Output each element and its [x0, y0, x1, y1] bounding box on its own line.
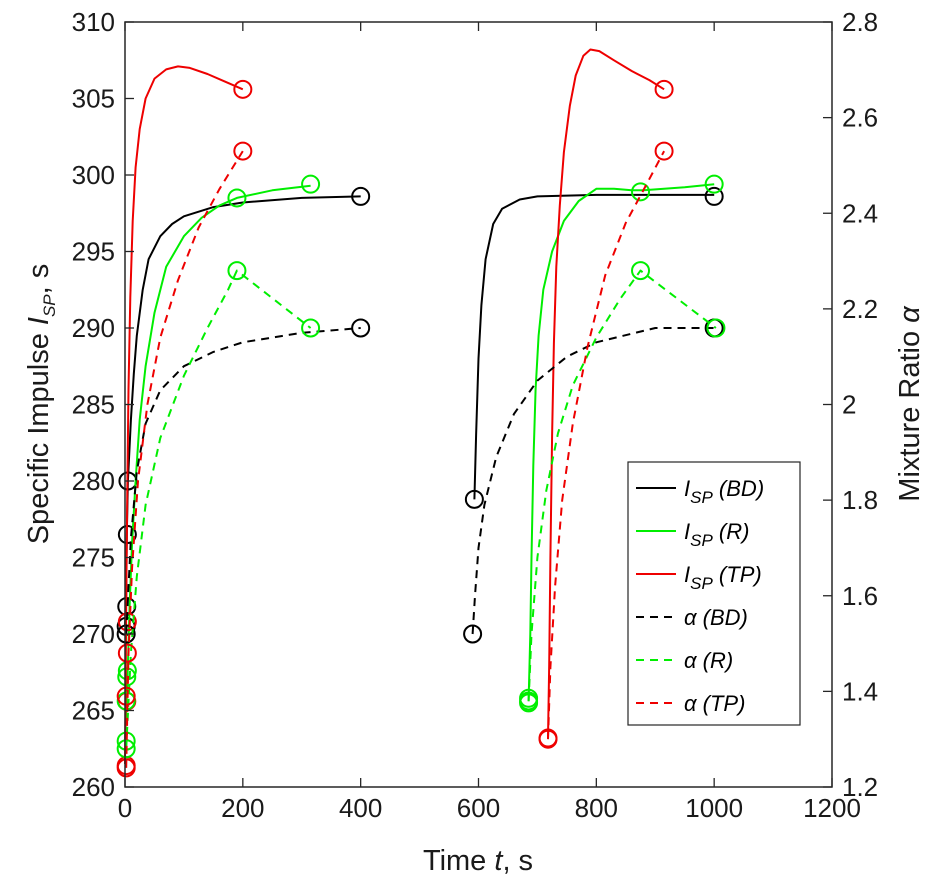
data-point-isp-r [301, 174, 321, 194]
y-left-tick-label: 275 [72, 543, 115, 573]
data-point-tp [654, 141, 674, 161]
legend-label-isp-tp: ISP (TP) [684, 562, 762, 593]
y-left-tick-label: 260 [72, 772, 115, 802]
data-point-isp-bd [464, 489, 484, 509]
data-point-tp [117, 643, 137, 663]
x-tick-label: 800 [575, 793, 618, 823]
data-point-r [116, 691, 136, 711]
legend-label-bd: α (BD) [684, 605, 748, 630]
data-point-isp-bd [351, 186, 371, 206]
axis-ticks: 0 200 400 600 800 1000 1200 260 265 270 275 280 285 2… [72, 7, 879, 823]
y-left-tick-label: 270 [72, 619, 115, 649]
y-left-tick-label: 295 [72, 237, 115, 267]
y-right-tick-label: 2 [842, 390, 856, 420]
series-line-bd [471, 327, 715, 635]
data-point-isp-r [704, 174, 724, 194]
x-tick-label: 400 [339, 793, 382, 823]
series-line-r [527, 269, 717, 701]
data-point-tp [538, 729, 558, 749]
y-right-tick-label: 1.2 [842, 772, 878, 802]
data-point-bd [116, 624, 136, 644]
data-point-tp [116, 758, 136, 778]
data-point-r [227, 261, 247, 281]
legend-label-tp: α (TP) [684, 691, 745, 716]
data-point-tp [233, 141, 253, 161]
y-right-tick-label: 2.8 [842, 7, 878, 37]
data-point-isp-bd [704, 186, 724, 206]
series-line-tp [125, 150, 244, 768]
y-left-tick-label: 305 [72, 84, 115, 114]
series-line-isp-tp [124, 65, 244, 765]
data-point-r [519, 691, 539, 711]
x-tick-label: 0 [118, 793, 132, 823]
data-point-tp [116, 686, 136, 706]
series-line-r [125, 269, 312, 749]
y-left-tick-label: 300 [72, 160, 115, 190]
y-right-tick-label: 1.8 [842, 485, 878, 515]
legend-label-isp-bd: ISP (BD) [684, 476, 764, 507]
data-point-r [116, 739, 136, 759]
y-left-tick-label: 290 [72, 313, 115, 343]
legend: ISP (BD) ISP (R) ISP (TP) α (BD) α (R) α (TP) [627, 461, 801, 726]
series-line-isp-bd [473, 193, 715, 500]
legend-label-r: α (R) [684, 648, 733, 673]
y-left-tick-label: 310 [72, 7, 115, 37]
data-point-bd [463, 624, 483, 644]
x-axis-label: Time t, s [423, 845, 533, 877]
data-point-r [706, 318, 726, 338]
y-left-tick-label: 280 [72, 466, 115, 496]
data-point-bd [351, 318, 371, 338]
plot-area [116, 48, 726, 778]
series-line-bd [125, 327, 361, 635]
y-left-tick-label: 285 [72, 390, 115, 420]
series-line-isp-tp [547, 48, 665, 739]
y-left-tick-label: 265 [72, 696, 115, 726]
series-line-isp-r [124, 184, 311, 742]
data-point-isp-tp [233, 79, 253, 99]
series-line-isp-bd [124, 195, 361, 627]
data-point-isp-r [631, 182, 651, 202]
y-right-tick-label: 2.4 [842, 198, 878, 228]
x-tick-label: 200 [221, 793, 264, 823]
legend-label-isp-r: ISP (R) [684, 519, 749, 550]
y-axis-left-label: Specific Impulse ISP, s [23, 264, 59, 545]
y-right-tick-label: 1.6 [842, 581, 878, 611]
x-tick-label: 600 [457, 793, 500, 823]
legend-box [627, 461, 801, 726]
y-right-tick-label: 1.4 [842, 676, 878, 706]
data-point-isp-tp [654, 79, 674, 99]
series-line-tp [547, 150, 665, 740]
data-point-r [631, 261, 651, 281]
data-point-r [301, 318, 321, 338]
y-right-tick-label: 2.2 [842, 294, 878, 324]
data-point-isp-r [227, 188, 247, 208]
x-tick-label: 1200 [803, 793, 861, 823]
y-right-tick-label: 2.6 [842, 103, 878, 133]
y-axis-right-label: Mixture Ratio α [894, 305, 926, 502]
x-tick-label: 1000 [685, 793, 743, 823]
